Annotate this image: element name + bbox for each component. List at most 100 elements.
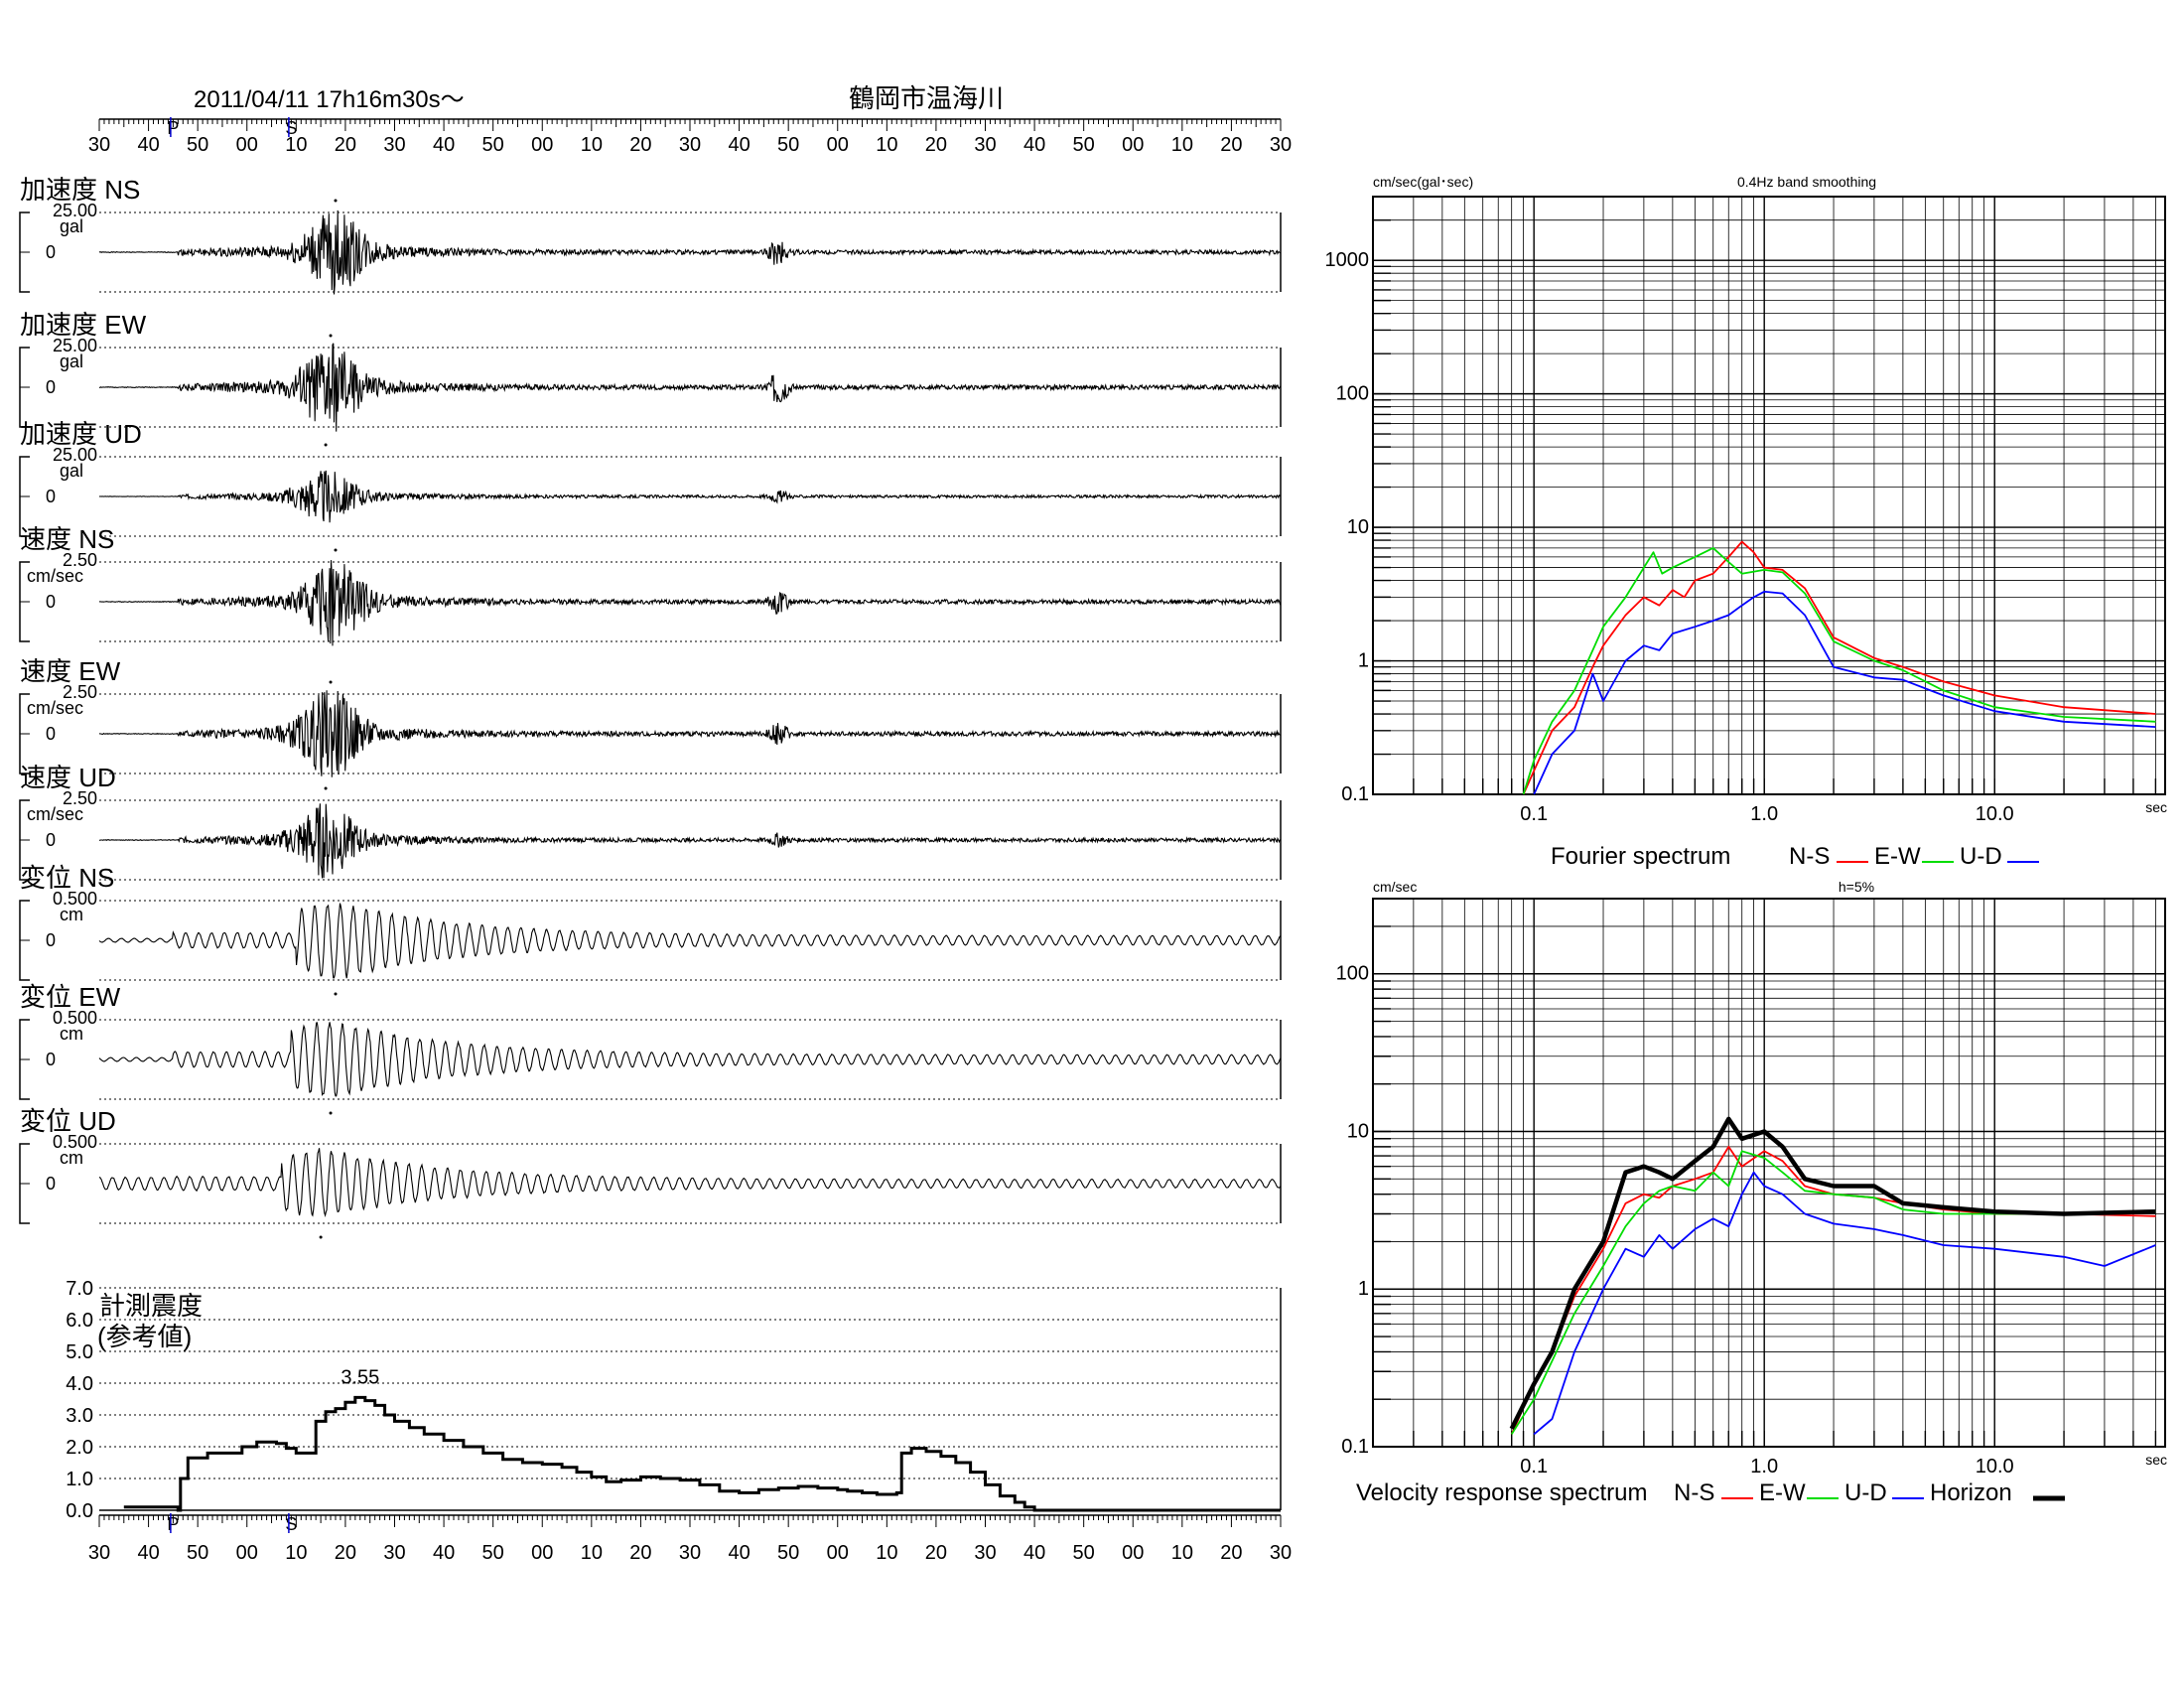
bottom-time-label: 10 <box>285 1542 307 1564</box>
waveform-trace <box>98 1148 1282 1218</box>
time-tick-label: 00 <box>236 134 258 156</box>
time-tick-label: 30 <box>1270 134 1292 156</box>
response-ylabel: cm/sec <box>1373 879 1417 895</box>
time-tick-label: 00 <box>531 134 553 156</box>
panel-unit: cm/sec <box>27 566 83 586</box>
panel-scale: 25.00 <box>53 201 97 220</box>
bottom-time-label: 50 <box>187 1542 208 1564</box>
bottom-time-label: 00 <box>531 1542 553 1564</box>
panel-scale: 0.500 <box>53 1132 97 1152</box>
bottom-time-label: 40 <box>728 1542 750 1564</box>
time-tick-label: 20 <box>629 134 651 156</box>
panel-scale: 2.50 <box>63 788 97 808</box>
panel-unit: gal <box>60 352 83 371</box>
intensity-y-tick: 2.0 <box>66 1437 93 1459</box>
bottom-time-label: 10 <box>1171 1542 1193 1564</box>
intensity-panel: 計測震度 (参考値) 7.0 6.0 5.0 4.0 3.0 2.0 1.0 0.0 30 40 5… <box>66 1278 1292 1564</box>
waveform-trace <box>99 343 1282 432</box>
spectrum-series-ew <box>1522 547 2156 795</box>
peak-dot <box>334 548 338 552</box>
time-tick-label: 10 <box>581 134 603 156</box>
panel-scale: 2.50 <box>63 682 97 702</box>
bottom-time-label: 20 <box>1220 1542 1242 1564</box>
time-tick-label: 30 <box>679 134 701 156</box>
spectrum-y-label: 10 <box>1347 1120 1369 1142</box>
peak-dot <box>329 334 333 338</box>
peak-dot <box>334 199 338 203</box>
time-tick-label: 40 <box>728 134 750 156</box>
panel-title: 速度 UD <box>20 763 116 792</box>
panel-scale: 0.500 <box>53 1008 97 1028</box>
time-tick-label: 20 <box>335 134 356 156</box>
panel-scale: 25.00 <box>53 336 97 355</box>
panel-zero: 0 <box>46 377 56 397</box>
panel-unit: cm/sec <box>27 698 83 718</box>
p-arrival-marker: S <box>285 118 297 138</box>
panel-unit: gal <box>60 216 83 236</box>
bottom-time-label: 30 <box>88 1542 110 1564</box>
time-tick-label: 00 <box>827 134 849 156</box>
spectrum-y-label: 0.1 <box>1341 783 1369 805</box>
time-tick-label: 10 <box>876 134 897 156</box>
peak-dot <box>329 680 333 684</box>
waveform-trace <box>98 690 1282 777</box>
spectrum-x-label: 10.0 <box>1976 803 2014 825</box>
spectrum-x-label: 10.0 <box>1976 1456 2014 1477</box>
record-datetime: 2011/04/11 17h16m30s〜 <box>194 86 465 113</box>
bottom-time-label: 10 <box>876 1542 897 1564</box>
legend-entry-label: N-S <box>1789 843 1830 870</box>
waveform-trace <box>98 903 1282 979</box>
legend-prefix: Velocity response spectrum <box>1356 1479 1647 1506</box>
intensity-peak-label: 3.55 <box>341 1366 379 1388</box>
panel-zero: 0 <box>46 592 56 612</box>
bottom-time-label: 50 <box>1073 1542 1095 1564</box>
spectrum-series-ns <box>1522 540 2156 795</box>
spectrum-y-label: 100 <box>1336 383 1369 405</box>
bottom-time-label: 30 <box>974 1542 996 1564</box>
spectrum-y-label: 1000 <box>1325 249 1370 271</box>
intensity-y-tick: 5.0 <box>66 1341 93 1363</box>
panel-title: 変位 EW <box>20 982 121 1012</box>
panel-zero: 0 <box>46 242 56 262</box>
spectrum-x-unit: sec <box>2145 1452 2167 1468</box>
panel-unit: cm <box>60 1024 83 1044</box>
panel-zero: 0 <box>46 487 56 506</box>
waveform-trace <box>98 1022 1282 1097</box>
peak-dot <box>334 992 338 996</box>
time-tick-label: 50 <box>1073 134 1095 156</box>
intensity-y-tick: 1.0 <box>66 1469 93 1490</box>
intensity-curve <box>123 1395 1281 1512</box>
panel-title: 変位 NS <box>20 863 114 893</box>
panel-title: 速度 EW <box>20 656 121 686</box>
peak-dot <box>324 786 328 790</box>
bottom-time-label: 20 <box>629 1542 651 1564</box>
panel-title: 速度 NS <box>20 524 114 554</box>
bottom-time-label: 50 <box>777 1542 799 1564</box>
fourier-ylabel: cm/sec(gal･sec) <box>1373 174 1473 190</box>
spectrum-y-label: 1 <box>1358 1278 1369 1300</box>
time-tick-label: 50 <box>777 134 799 156</box>
spectrum-series-ud <box>1533 590 2156 795</box>
time-tick-label: 40 <box>433 134 455 156</box>
bottom-time-label: 40 <box>137 1542 159 1564</box>
intensity-y-tick: 3.0 <box>66 1405 93 1427</box>
panel-title: 加速度 NS <box>20 175 140 205</box>
bottom-time-label: 00 <box>236 1542 258 1564</box>
legend-entry-label: U-D <box>1844 1479 1887 1506</box>
spectrum-series-ew <box>1510 1150 2156 1435</box>
time-tick-label: 00 <box>1122 134 1144 156</box>
waveform-trace <box>98 560 1282 646</box>
panel-unit: cm <box>60 905 83 924</box>
fourier-spectrum-panel: cm/sec(gal･sec) 0.4Hz band smoothing 100… <box>1325 174 2168 870</box>
legend-prefix: Fourier spectrum <box>1551 843 1730 870</box>
bottom-time-label: 10 <box>581 1542 603 1564</box>
peak-dot <box>329 1111 333 1115</box>
time-tick-label: 30 <box>383 134 405 156</box>
waveform-trace <box>98 803 1282 879</box>
bottom-time-label: 00 <box>1122 1542 1144 1564</box>
